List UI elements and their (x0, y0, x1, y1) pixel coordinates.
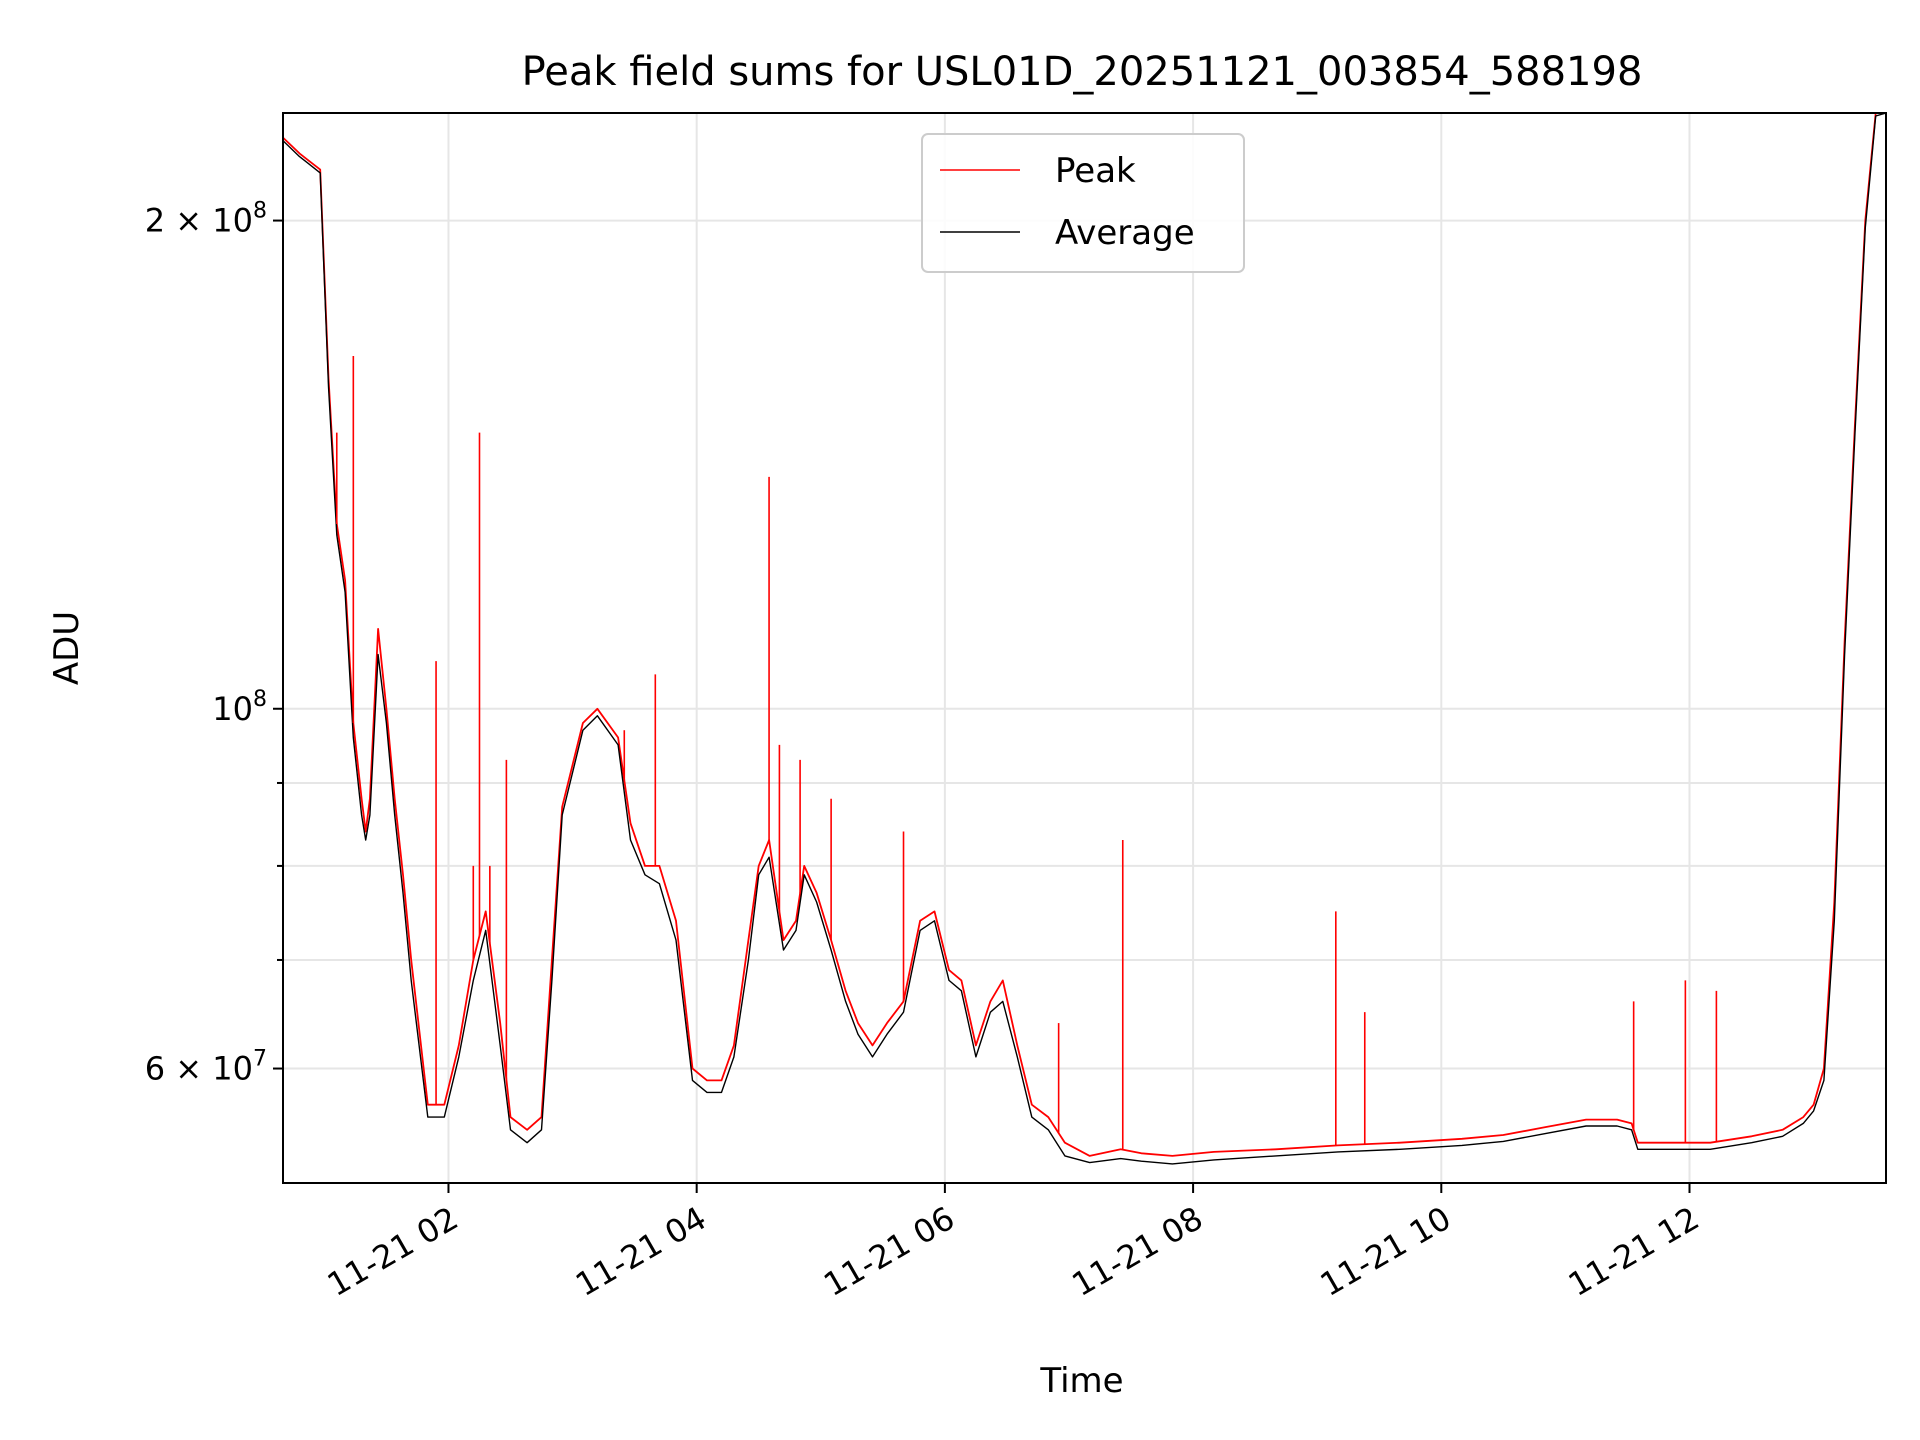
series-layer (283, 113, 1886, 1165)
series-line-peak (283, 113, 1886, 1157)
plot-frame (282, 112, 1887, 1184)
x-axis-label: Time (1039, 1361, 1123, 1401)
legend: Peak Average (921, 133, 1245, 273)
series-line-average (283, 113, 1886, 1165)
chart-title: Peak field sums for USL01D_20251121_0038… (522, 49, 1643, 95)
legend-label-average: Average (1055, 213, 1195, 253)
y-tick-label: 2 × 108 (145, 199, 267, 240)
y-axis-label: ADU (47, 611, 87, 685)
grid (283, 113, 1886, 1183)
legend-label-peak: Peak (1055, 151, 1136, 191)
legend-box (921, 133, 1245, 273)
y-tick-label: 108 (212, 687, 267, 728)
y-axis: 6 × 107 108 2 × 108 (145, 199, 283, 1088)
y-tick-label: 6 × 107 (145, 1047, 267, 1088)
